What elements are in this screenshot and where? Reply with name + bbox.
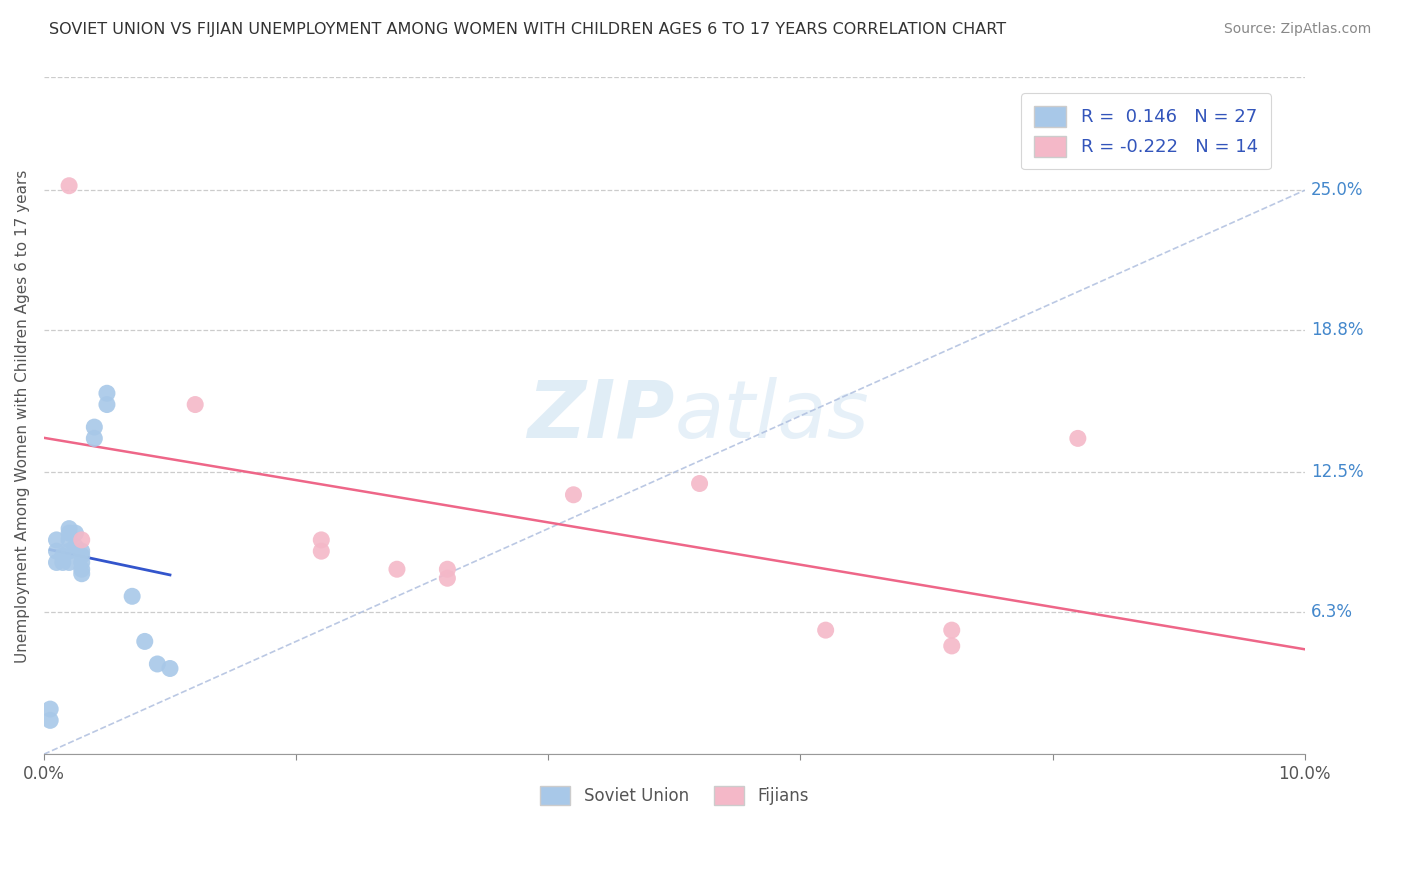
Point (385, 562, 408, 576)
Point (70, 549, 93, 563)
Text: 25.0%: 25.0% (1312, 181, 1364, 199)
Text: Source: ZipAtlas.com: Source: ZipAtlas.com (1223, 22, 1371, 37)
Point (39, 714, 62, 728)
Point (58, 544, 80, 558)
Point (436, 562, 458, 576)
Point (70, 566, 93, 581)
Point (941, 623, 963, 637)
Point (58, 526, 80, 541)
Point (58, 178, 80, 193)
Point (65, 526, 87, 541)
Point (146, 657, 169, 671)
Y-axis label: Unemployment Among Women with Children Ages 6 to 17 years: Unemployment Among Women with Children A… (15, 169, 30, 663)
Point (70, 562, 93, 576)
Text: 18.8%: 18.8% (1312, 321, 1364, 339)
Point (689, 476, 711, 491)
Point (45, 556, 67, 570)
Point (58, 522, 80, 536)
Point (311, 544, 333, 558)
Point (1067, 431, 1090, 445)
Point (45, 533, 67, 547)
Point (814, 623, 837, 637)
Point (70, 544, 93, 558)
Point (58, 556, 80, 570)
Text: ZIP: ZIP (527, 376, 675, 455)
Point (159, 661, 181, 675)
Text: 12.5%: 12.5% (1312, 463, 1364, 481)
Point (562, 488, 585, 502)
Point (184, 398, 207, 412)
Text: 6.3%: 6.3% (1312, 603, 1353, 621)
Point (52, 556, 75, 570)
Text: SOVIET UNION VS FIJIAN UNEMPLOYMENT AMONG WOMEN WITH CHILDREN AGES 6 TO 17 YEARS: SOVIET UNION VS FIJIAN UNEMPLOYMENT AMON… (49, 22, 1007, 37)
Point (941, 639, 963, 653)
Legend: Soviet Union, Fijians: Soviet Union, Fijians (531, 778, 817, 814)
Point (70, 556, 93, 570)
Point (311, 533, 333, 547)
Point (436, 571, 458, 585)
Point (96, 398, 118, 412)
Point (121, 589, 143, 603)
Point (70, 533, 93, 547)
Text: atlas: atlas (675, 376, 869, 455)
Point (83, 420, 105, 434)
Point (52, 549, 75, 563)
Point (45, 544, 67, 558)
Point (58, 533, 80, 547)
Point (96, 386, 118, 401)
Point (83, 431, 105, 445)
Point (39, 702, 62, 716)
Point (134, 634, 156, 648)
Point (65, 540, 87, 554)
